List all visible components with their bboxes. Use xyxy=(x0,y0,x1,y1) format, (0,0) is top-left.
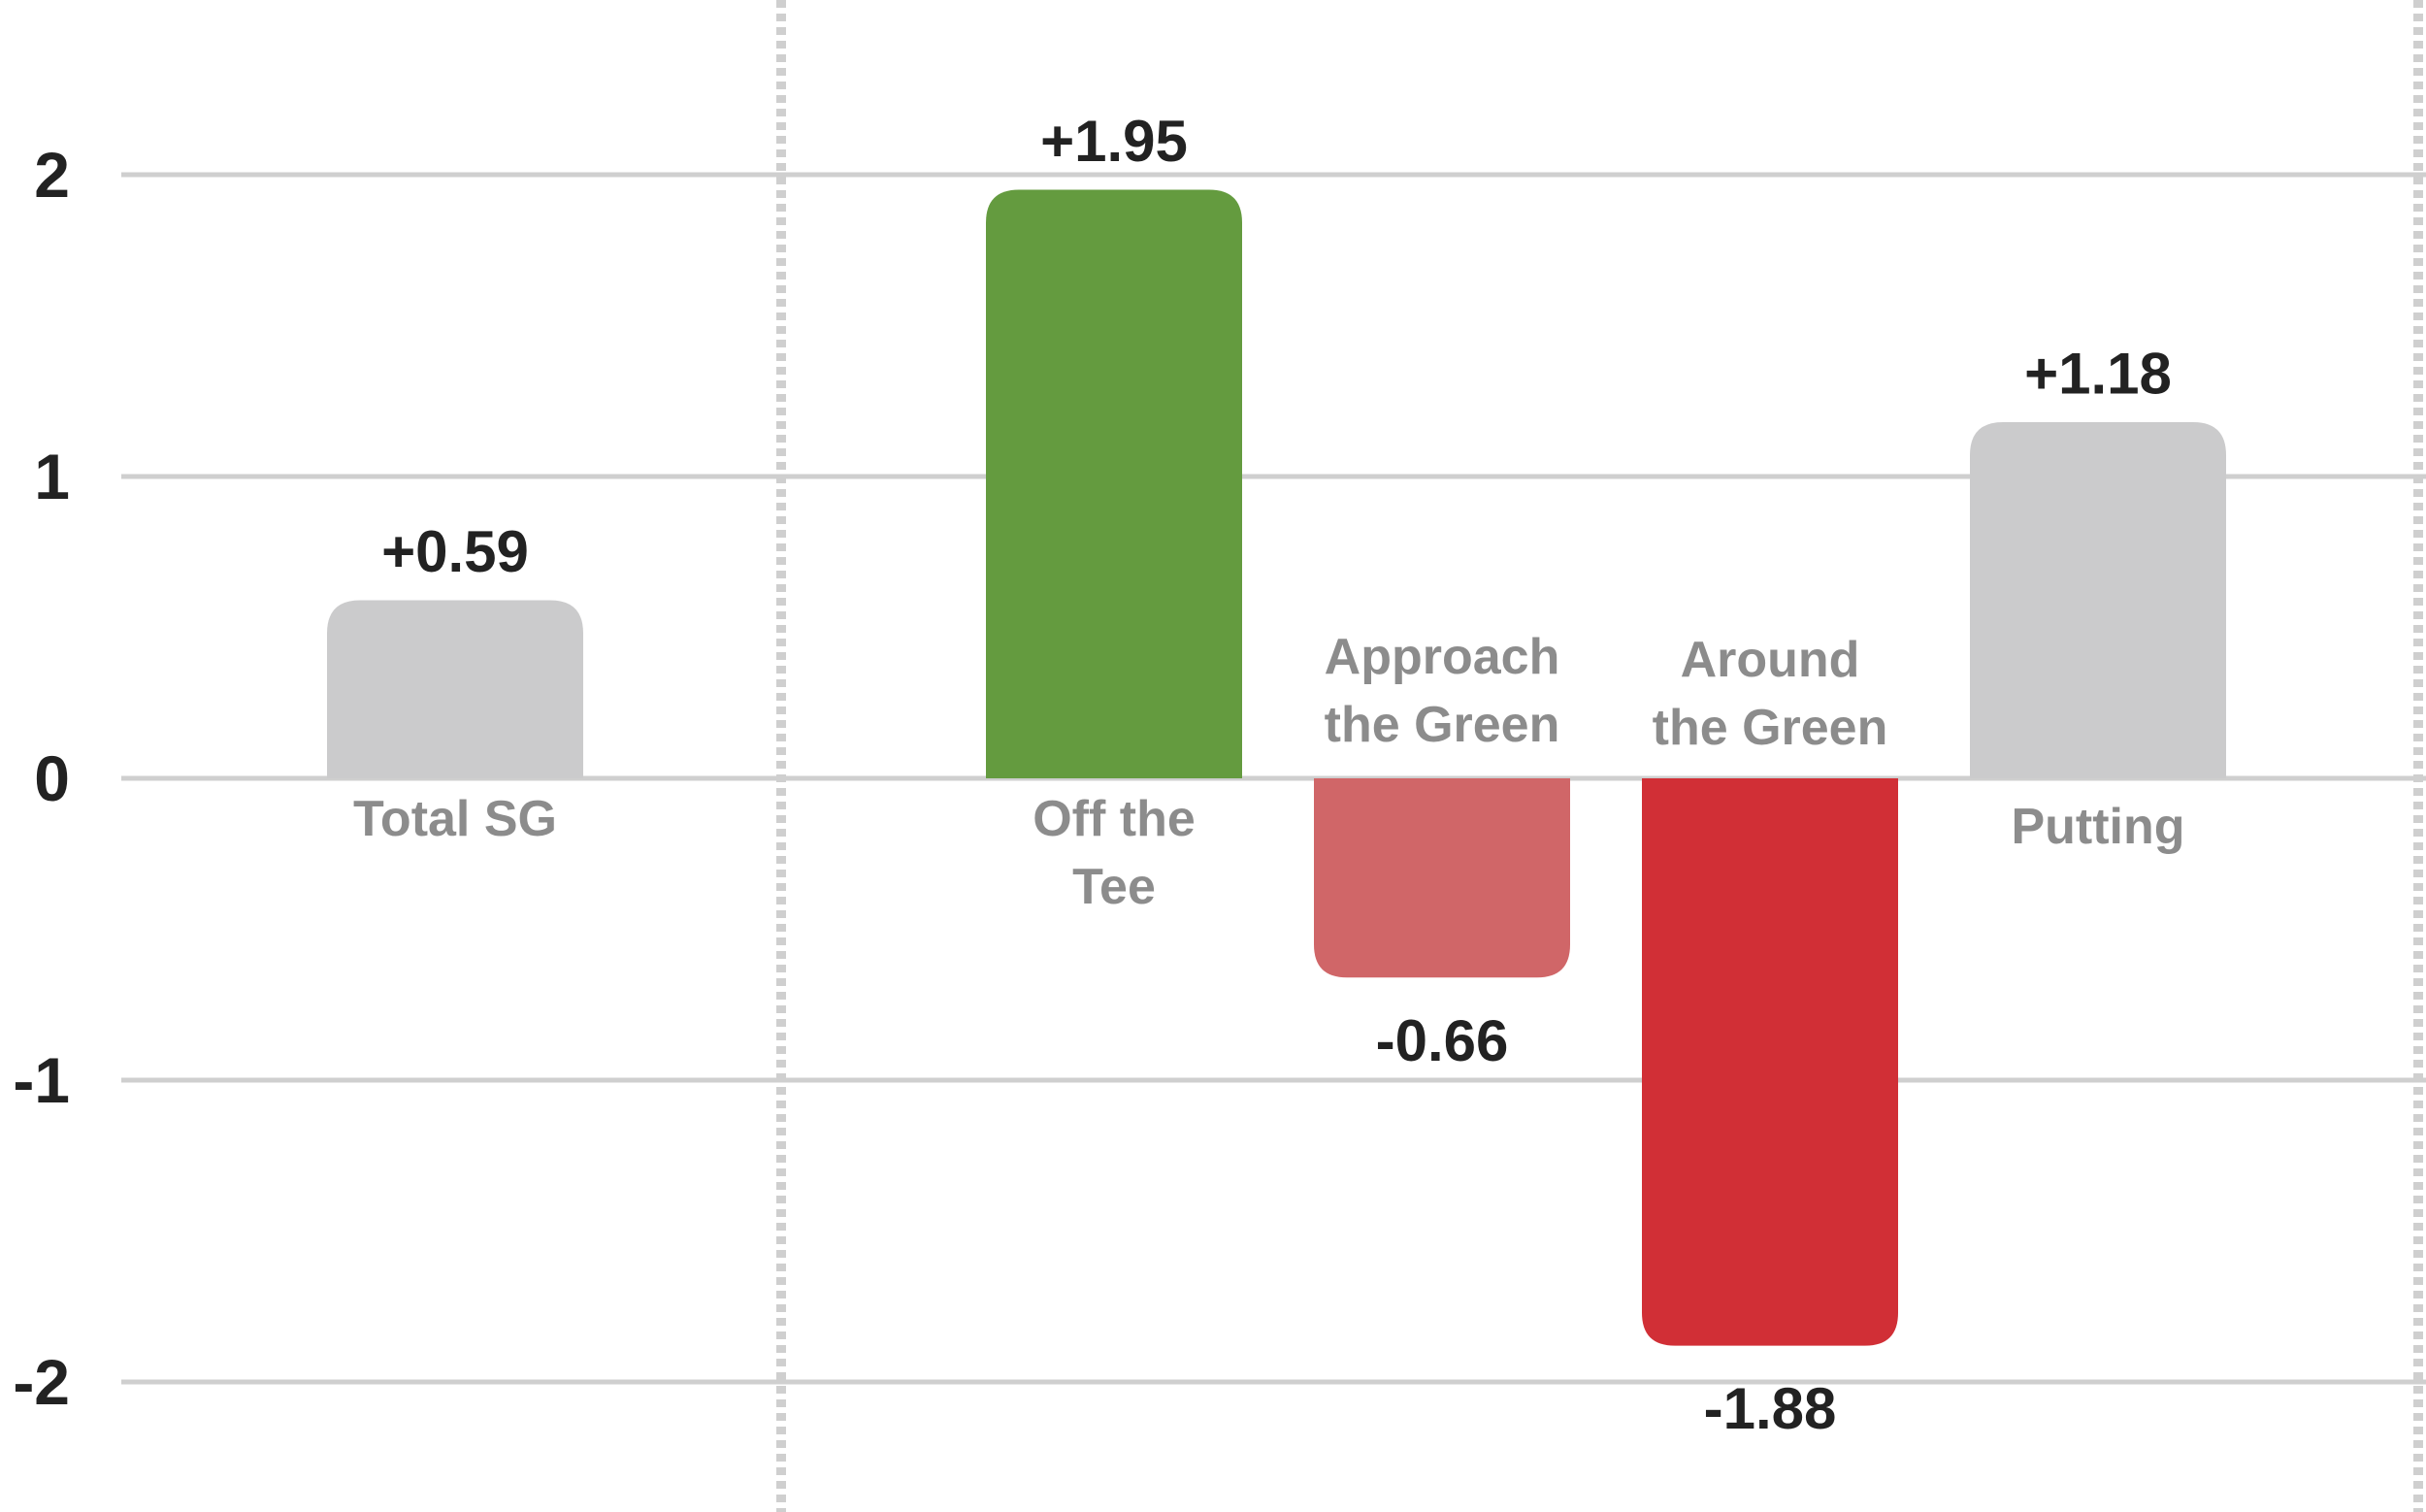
category-label-line: Around xyxy=(1681,632,1860,688)
bar-around-the-green xyxy=(1642,778,1898,1346)
y-tick-label-1: 1 xyxy=(34,441,70,512)
category-label-off-the-tee: Off the Tee xyxy=(1033,791,1196,915)
category-label-line: Total SG xyxy=(353,791,557,847)
value-labels: +0.59 +1.95 -0.66 -1.88 +1.18 xyxy=(381,109,2172,1441)
category-label-line: the Green xyxy=(1325,697,1560,753)
y-axis-tick-labels: 2 1 0 -1 -2 xyxy=(13,139,70,1418)
value-label-putting: +1.18 xyxy=(2024,342,2172,407)
category-label-total-sg: Total SG xyxy=(353,791,557,847)
y-tick-label-minus-1: -1 xyxy=(13,1044,70,1116)
y-tick-label-0: 0 xyxy=(34,742,70,814)
category-label-line: Putting xyxy=(2011,799,2184,855)
value-label-total-sg: +0.59 xyxy=(381,519,529,584)
bar-approach-the-green xyxy=(1314,778,1570,978)
bar-putting xyxy=(1970,422,2226,778)
category-label-putting: Putting xyxy=(2011,799,2184,855)
bar-total-sg xyxy=(327,600,583,778)
value-label-off-the-tee: +1.95 xyxy=(1040,109,1188,174)
category-label-line: the Green xyxy=(1653,700,1888,756)
bar-off-the-tee xyxy=(986,189,1242,779)
category-label-line: Tee xyxy=(1072,859,1156,915)
y-tick-label-minus-2: -2 xyxy=(13,1346,70,1418)
y-tick-label-2: 2 xyxy=(34,139,70,211)
category-label-around-the-green: Around the Green xyxy=(1653,632,1888,756)
value-label-around-the-green: -1.88 xyxy=(1704,1376,1837,1441)
bars xyxy=(327,189,2226,1346)
category-label-line: Off the xyxy=(1033,791,1196,847)
category-label-line: Approach xyxy=(1325,629,1560,685)
value-label-approach-the-green: -0.66 xyxy=(1376,1008,1509,1073)
category-label-approach-the-green: Approach the Green xyxy=(1325,629,1560,753)
dividers xyxy=(776,0,2423,1512)
